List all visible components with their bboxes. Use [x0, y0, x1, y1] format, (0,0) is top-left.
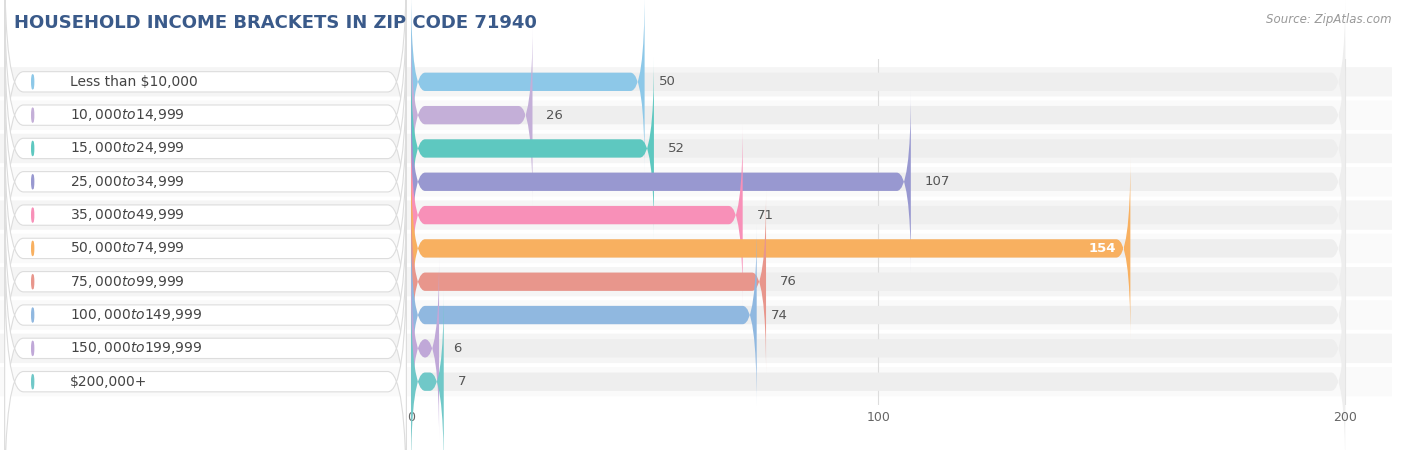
Text: $100,000 to $149,999: $100,000 to $149,999 — [70, 307, 202, 323]
Text: 26: 26 — [547, 108, 564, 122]
FancyBboxPatch shape — [411, 291, 1346, 450]
FancyBboxPatch shape — [0, 301, 1392, 330]
FancyBboxPatch shape — [411, 257, 439, 439]
FancyBboxPatch shape — [411, 124, 742, 306]
Text: $150,000 to $199,999: $150,000 to $199,999 — [70, 340, 202, 356]
Circle shape — [32, 108, 34, 122]
Text: Less than $10,000: Less than $10,000 — [70, 75, 198, 89]
Circle shape — [32, 308, 34, 322]
FancyBboxPatch shape — [4, 125, 406, 372]
Circle shape — [32, 342, 34, 356]
Text: $35,000 to $49,999: $35,000 to $49,999 — [70, 207, 184, 223]
Text: 154: 154 — [1088, 242, 1116, 255]
Text: Source: ZipAtlas.com: Source: ZipAtlas.com — [1267, 14, 1392, 27]
Text: $15,000 to $24,999: $15,000 to $24,999 — [70, 140, 184, 157]
FancyBboxPatch shape — [0, 334, 1392, 363]
FancyBboxPatch shape — [411, 191, 766, 373]
FancyBboxPatch shape — [411, 58, 654, 239]
FancyBboxPatch shape — [411, 0, 644, 173]
FancyBboxPatch shape — [0, 100, 1392, 130]
FancyBboxPatch shape — [4, 225, 406, 450]
FancyBboxPatch shape — [411, 257, 1346, 439]
FancyBboxPatch shape — [4, 192, 406, 438]
Text: $50,000 to $74,999: $50,000 to $74,999 — [70, 240, 184, 256]
FancyBboxPatch shape — [411, 124, 1346, 306]
FancyBboxPatch shape — [0, 367, 1392, 396]
FancyBboxPatch shape — [0, 67, 1392, 96]
FancyBboxPatch shape — [0, 134, 1392, 163]
FancyBboxPatch shape — [4, 92, 406, 338]
FancyBboxPatch shape — [411, 58, 1346, 239]
Text: 76: 76 — [780, 275, 797, 288]
FancyBboxPatch shape — [0, 267, 1392, 297]
Circle shape — [32, 75, 34, 89]
FancyBboxPatch shape — [4, 158, 406, 405]
FancyBboxPatch shape — [0, 234, 1392, 263]
Circle shape — [32, 375, 34, 389]
Circle shape — [32, 208, 34, 222]
Text: 74: 74 — [770, 309, 787, 322]
Text: 107: 107 — [925, 175, 950, 188]
FancyBboxPatch shape — [4, 0, 406, 205]
FancyBboxPatch shape — [411, 224, 756, 406]
Circle shape — [32, 175, 34, 189]
Text: 6: 6 — [453, 342, 461, 355]
FancyBboxPatch shape — [411, 224, 1346, 406]
FancyBboxPatch shape — [411, 91, 911, 273]
FancyBboxPatch shape — [411, 291, 444, 450]
FancyBboxPatch shape — [4, 25, 406, 271]
Circle shape — [32, 242, 34, 255]
FancyBboxPatch shape — [411, 0, 1346, 173]
FancyBboxPatch shape — [411, 191, 1346, 373]
FancyBboxPatch shape — [0, 167, 1392, 197]
Text: 52: 52 — [668, 142, 685, 155]
FancyBboxPatch shape — [4, 0, 406, 238]
Text: HOUSEHOLD INCOME BRACKETS IN ZIP CODE 71940: HOUSEHOLD INCOME BRACKETS IN ZIP CODE 71… — [14, 14, 537, 32]
Text: $10,000 to $14,999: $10,000 to $14,999 — [70, 107, 184, 123]
FancyBboxPatch shape — [411, 24, 1346, 206]
FancyBboxPatch shape — [4, 58, 406, 305]
Text: 71: 71 — [756, 209, 773, 221]
FancyBboxPatch shape — [0, 200, 1392, 230]
FancyBboxPatch shape — [4, 259, 406, 450]
Text: 7: 7 — [458, 375, 467, 388]
FancyBboxPatch shape — [411, 158, 1346, 339]
FancyBboxPatch shape — [411, 24, 533, 206]
Text: $25,000 to $34,999: $25,000 to $34,999 — [70, 174, 184, 190]
Text: $75,000 to $99,999: $75,000 to $99,999 — [70, 274, 184, 290]
FancyBboxPatch shape — [411, 158, 1130, 339]
Circle shape — [32, 275, 34, 289]
Text: 50: 50 — [658, 75, 675, 88]
FancyBboxPatch shape — [411, 91, 1346, 273]
Circle shape — [32, 141, 34, 155]
Text: $200,000+: $200,000+ — [70, 375, 148, 389]
